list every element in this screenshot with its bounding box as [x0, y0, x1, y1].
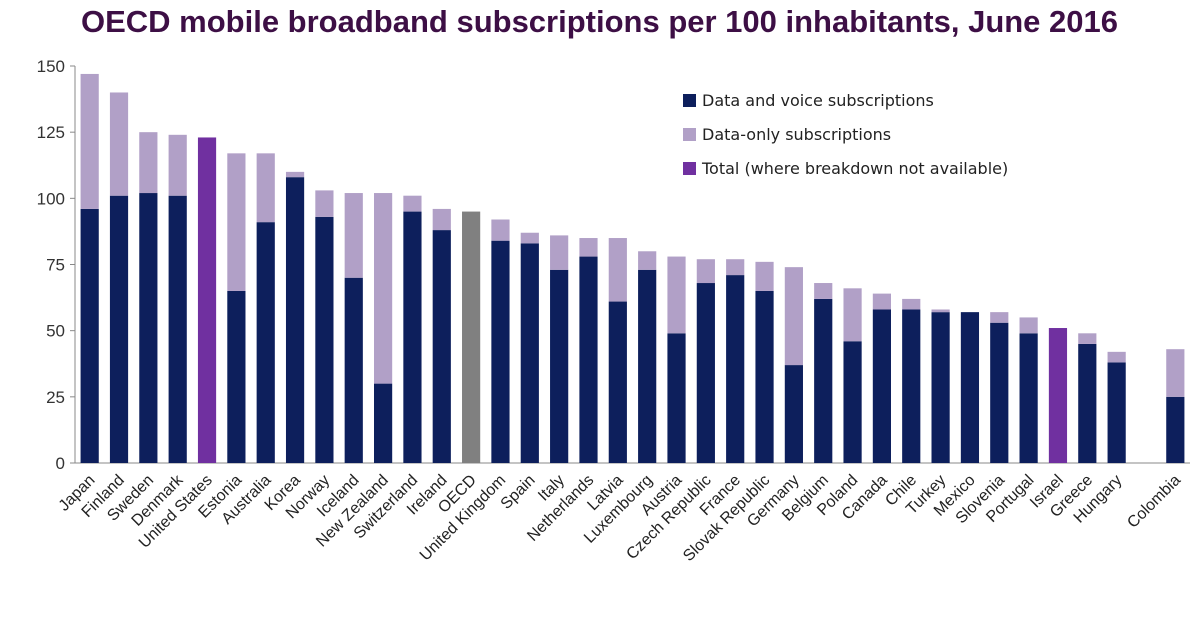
chart-bars [80, 73, 1185, 464]
bar-iceland-series-0 [344, 277, 363, 463]
bar-iceland-series-1 [344, 193, 363, 278]
y-tick-label: 150 [37, 57, 65, 76]
legend-label: Data and voice subscriptions [702, 91, 934, 110]
legend-swatch [683, 128, 696, 141]
y-tick-label: 100 [37, 189, 65, 208]
bar-latvia-series-1 [608, 238, 627, 302]
bar-switzerland-series-1 [403, 195, 422, 212]
bar-canada-series-0 [872, 309, 891, 463]
y-tick-label: 50 [46, 322, 65, 341]
y-tick-label: 0 [56, 454, 65, 473]
bar-italy-series-1 [550, 235, 569, 270]
bar-new-zealand-series-1 [374, 193, 393, 384]
bar-finland-series-1 [109, 92, 129, 196]
bar-germany-series-1 [784, 267, 803, 366]
bar-poland-series-0 [843, 341, 862, 463]
bar-luxembourg-series-0 [638, 269, 657, 463]
bar-estonia-series-1 [227, 153, 246, 291]
y-tick-label: 75 [46, 256, 65, 275]
bar-japan-series-0 [80, 208, 99, 463]
x-tick-label: Spain [498, 472, 539, 513]
bar-sweden-series-0 [139, 193, 158, 464]
bar-ireland-series-0 [432, 230, 451, 463]
bar-norway-series-1 [315, 190, 334, 217]
bar-austria-series-0 [667, 333, 686, 463]
bar-latvia-series-0 [608, 301, 627, 463]
bar-colombia-series-1 [1166, 349, 1185, 397]
bar-estonia-series-0 [227, 290, 246, 463]
x-tick-label: Colombia [1124, 472, 1184, 532]
legend-label: Data-only subscriptions [702, 125, 891, 144]
bar-ireland-series-1 [432, 208, 451, 231]
bar-korea-series-0 [285, 177, 305, 463]
bar-france-series-0 [726, 275, 745, 463]
bar-luxembourg-series-1 [638, 251, 657, 270]
bar-turkey-series-0 [931, 312, 950, 463]
legend-swatch [683, 94, 696, 107]
bar-korea-series-1 [285, 171, 305, 178]
bar-belgium-series-0 [814, 298, 833, 463]
bar-united-kingdom-series-1 [491, 219, 510, 241]
bar-portugal-series-0 [1019, 333, 1038, 463]
bar-slovenia-series-1 [990, 312, 1009, 323]
y-tick-label: 125 [37, 123, 65, 142]
bar-canada-series-1 [872, 293, 891, 310]
bar-portugal-series-1 [1019, 317, 1038, 334]
bar-hungary-series-1 [1107, 351, 1126, 363]
bar-denmark-series-1 [168, 134, 187, 196]
bar-mexico-series-0 [960, 312, 980, 463]
bar-switzerland-series-0 [403, 211, 422, 463]
bar-italy-series-0 [550, 269, 569, 463]
legend-box [586, 83, 1108, 185]
bar-spain-series-1 [520, 232, 539, 244]
bar-chile-series-0 [902, 309, 921, 463]
bar-czech-republic-series-1 [696, 259, 715, 284]
bar-colombia-series-0 [1166, 396, 1185, 463]
bar-germany-series-0 [784, 365, 803, 463]
bar-poland-series-1 [843, 288, 862, 342]
bar-denmark-series-0 [168, 195, 187, 463]
bar-austria-series-1 [667, 256, 686, 334]
bar-israel-series-2 [1048, 328, 1068, 463]
bar-spain-series-0 [520, 243, 539, 463]
bar-norway-series-0 [315, 216, 334, 463]
bar-czech-republic-series-0 [696, 283, 715, 463]
bar-australia-series-0 [256, 222, 275, 463]
chart-legend: Data and voice subscriptions Data-only su… [586, 83, 1108, 185]
bar-united-states-series-2 [197, 137, 217, 463]
bar-greece-series-0 [1078, 343, 1097, 463]
chart-title: OECD mobile broadband subscriptions per … [80, 4, 1119, 39]
legend-label: Total (where breakdown not available) [701, 159, 1008, 178]
bar-slovenia-series-0 [990, 322, 1009, 463]
bar-slovak-republic-series-0 [755, 290, 774, 463]
bar-greece-series-1 [1078, 333, 1097, 344]
bar-netherlands-series-1 [579, 238, 598, 257]
bar-belgium-series-1 [814, 283, 833, 299]
bar-finland-series-0 [109, 195, 129, 463]
bar-hungary-series-0 [1107, 362, 1126, 463]
bar-france-series-1 [726, 259, 745, 276]
bar-new-zealand-series-0 [374, 383, 393, 463]
bar-australia-series-1 [256, 153, 275, 223]
bar-turkey-series-1 [931, 309, 950, 313]
bar-oecd-series-3 [462, 211, 481, 463]
bar-netherlands-series-0 [579, 256, 598, 463]
bar-japan-series-1 [80, 73, 99, 209]
bar-chile-series-1 [902, 298, 921, 310]
bar-sweden-series-1 [139, 132, 158, 194]
bar-united-kingdom-series-0 [491, 240, 510, 463]
bar-slovak-republic-series-1 [755, 261, 774, 291]
legend-swatch [683, 162, 696, 175]
y-tick-label: 25 [46, 388, 65, 407]
